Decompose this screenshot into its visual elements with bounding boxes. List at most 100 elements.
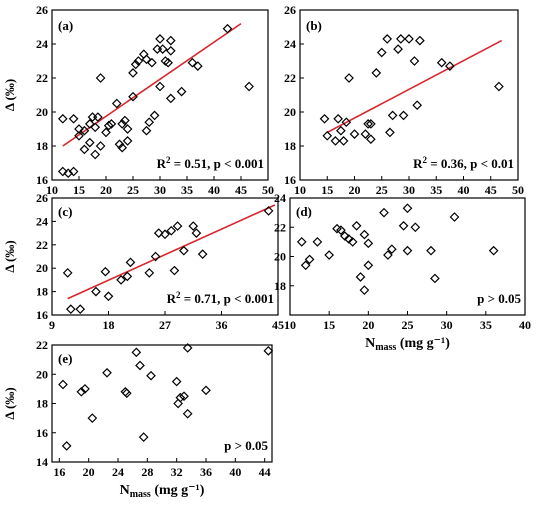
data-point [182, 343, 193, 353]
x-tick-label: 20 [83, 465, 95, 479]
data-point [385, 127, 395, 138]
x-tick-label: 50 [262, 183, 274, 197]
data-point [90, 122, 101, 133]
x-tick-label: 15 [321, 183, 333, 197]
data-point [371, 68, 382, 78]
data-point [74, 124, 84, 134]
y-tick-label: 20 [36, 261, 48, 275]
data-point [376, 47, 387, 58]
panel-a: 10 15 20 25 30 35 40 45 50 16 18 20 22 24 26 Δ (‰) (a) R2… [2, 3, 274, 197]
y-tick-label: 22 [274, 220, 286, 234]
y-tick-label: 24 [274, 191, 286, 205]
y-axis-label: Δ (‰) [2, 240, 17, 272]
x-tick-label: 35 [181, 183, 193, 197]
data-point [61, 441, 72, 451]
data-point [359, 285, 370, 295]
data-point [87, 413, 98, 423]
y-tick-label: 22 [36, 338, 48, 352]
data-point [339, 231, 350, 241]
data-point [360, 129, 371, 139]
data-point [436, 57, 447, 68]
x-axis-label: Nmass (mg g⁻¹) [120, 483, 205, 500]
data-point [166, 225, 177, 236]
data-point [153, 228, 164, 238]
x-tick-label: 32 [171, 465, 183, 479]
data-point [95, 73, 106, 83]
stats-annotation: p > 0.05 [224, 438, 268, 453]
data-point [146, 370, 156, 381]
data-point [296, 237, 307, 247]
x-tick-label: 27 [159, 318, 171, 332]
x-tick-label: 35 [480, 318, 492, 332]
data-point [150, 251, 161, 262]
data-point [111, 98, 122, 109]
data-point [412, 100, 423, 111]
data-point [351, 220, 362, 231]
data-point [103, 291, 114, 302]
y-tick-label: 18 [36, 139, 48, 153]
panel-e: 16 20 24 28 32 36 40 44 14 16 18 20 22 Δ (‰) Nmass (mg… [2, 338, 274, 500]
y-tick-label: 16 [36, 308, 48, 322]
data-point [138, 49, 149, 60]
data-point [138, 432, 149, 442]
data-point [179, 391, 189, 402]
x-tick-label: 40 [208, 183, 220, 197]
panel-tag: (e) [58, 351, 72, 366]
data-point [347, 237, 358, 247]
x-tick-label: 30 [154, 183, 166, 197]
data-point [102, 367, 112, 378]
data-point [332, 223, 342, 234]
data-point [387, 110, 398, 121]
data-point [122, 271, 133, 282]
data-point [222, 23, 233, 34]
data-point [449, 212, 460, 222]
data-point [366, 119, 376, 129]
data-point [116, 275, 126, 285]
x-tick-label: 44 [259, 465, 271, 479]
x-tick-label: 16 [53, 465, 65, 479]
data-point [58, 379, 68, 390]
data-point [430, 273, 440, 284]
data-point [141, 125, 152, 136]
x-tick-label: 10 [46, 183, 58, 197]
y-tick-label: 18 [36, 397, 48, 411]
data-point [120, 386, 131, 397]
data-point [338, 136, 349, 146]
data-point [359, 229, 370, 240]
data-point [131, 347, 142, 358]
x-tick-label: 15 [73, 183, 85, 197]
data-point [79, 125, 90, 136]
data-point [103, 120, 114, 131]
x-tick-label: 10 [294, 183, 306, 197]
x-tick-label: 45 [485, 183, 497, 197]
data-point [409, 56, 420, 66]
x-tick-label: 9 [49, 318, 55, 332]
data-point [410, 222, 421, 233]
data-point [76, 386, 87, 397]
data-point [363, 238, 374, 249]
data-point [333, 113, 343, 124]
data-point [343, 234, 354, 244]
x-tick-label: 40 [519, 318, 531, 332]
data-point [488, 245, 499, 256]
data-point [65, 304, 76, 314]
data-point [130, 59, 141, 70]
data-point [117, 119, 128, 129]
data-point [149, 110, 160, 121]
data-point [319, 113, 330, 124]
data-point [398, 220, 409, 231]
data-point [383, 250, 393, 260]
data-point [165, 45, 176, 56]
y-tick-label: 18 [284, 139, 296, 153]
data-point [133, 56, 144, 66]
y-tick-label: 22 [284, 71, 296, 85]
x-tick-label: 36 [216, 318, 228, 332]
x-tick-label: 45 [272, 318, 284, 332]
y-tick-label: 20 [284, 105, 296, 119]
x-tick-label: 18 [103, 318, 115, 332]
data-point [122, 124, 133, 134]
y-tick-label: 26 [36, 3, 48, 17]
x-tick-label: 50 [512, 183, 524, 197]
data-point [75, 304, 86, 314]
